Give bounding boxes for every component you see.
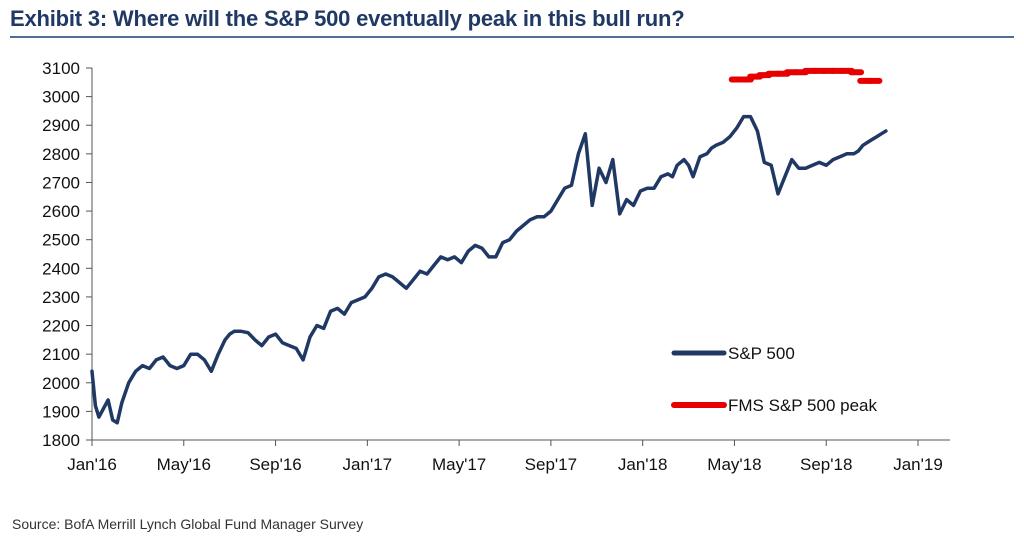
x-tick-label: Sep'17: [525, 455, 577, 474]
y-tick-label: 1800: [42, 431, 80, 450]
x-tick-label: Jan'17: [343, 455, 393, 474]
legend: S&P 500 FMS S&P 500 peak: [671, 344, 877, 415]
y-tick-label: 2600: [42, 202, 80, 221]
source-note: Source: BofA Merrill Lynch Global Fund M…: [12, 516, 364, 532]
series-layer: [90, 67, 888, 425]
y-tick-label: 1900: [42, 402, 80, 421]
y-tick-label: 2000: [42, 374, 80, 393]
y-tick-label: 2100: [42, 345, 80, 364]
y-tick-label: 2900: [42, 116, 80, 135]
x-tick-label: May'18: [707, 455, 761, 474]
y-tick-label: 3000: [42, 88, 80, 107]
legend-label-fms: FMS S&P 500 peak: [728, 396, 877, 415]
x-tick-label: Jan'19: [893, 455, 943, 474]
legend-label-sp500: S&P 500: [728, 344, 795, 363]
y-tick-label: 2700: [42, 173, 80, 192]
chart-title: Exhibit 3: Where will the S&P 500 eventu…: [10, 6, 685, 31]
x-tick-label: Sep'18: [800, 455, 852, 474]
y-tick-label: 2500: [42, 231, 80, 250]
y-tick-label: 3100: [42, 59, 80, 78]
x-tick-label: Jan'18: [618, 455, 668, 474]
x-tick-label: May'16: [157, 455, 211, 474]
y-tick-label: 2200: [42, 317, 80, 336]
x-tick-label: Jan'16: [67, 455, 117, 474]
x-tick-label: Sep'16: [249, 455, 301, 474]
axes: 1800 1900 2000 2100 2200 2300 2400 2500 2600 2700…: [42, 59, 950, 474]
sp500-series-line: [90, 114, 888, 425]
x-tick-label: May'17: [432, 455, 486, 474]
y-tick-label: 2300: [42, 288, 80, 307]
y-tick-label: 2800: [42, 145, 80, 164]
y-tick-label: 2400: [42, 259, 80, 278]
title-divider: [10, 36, 1014, 38]
